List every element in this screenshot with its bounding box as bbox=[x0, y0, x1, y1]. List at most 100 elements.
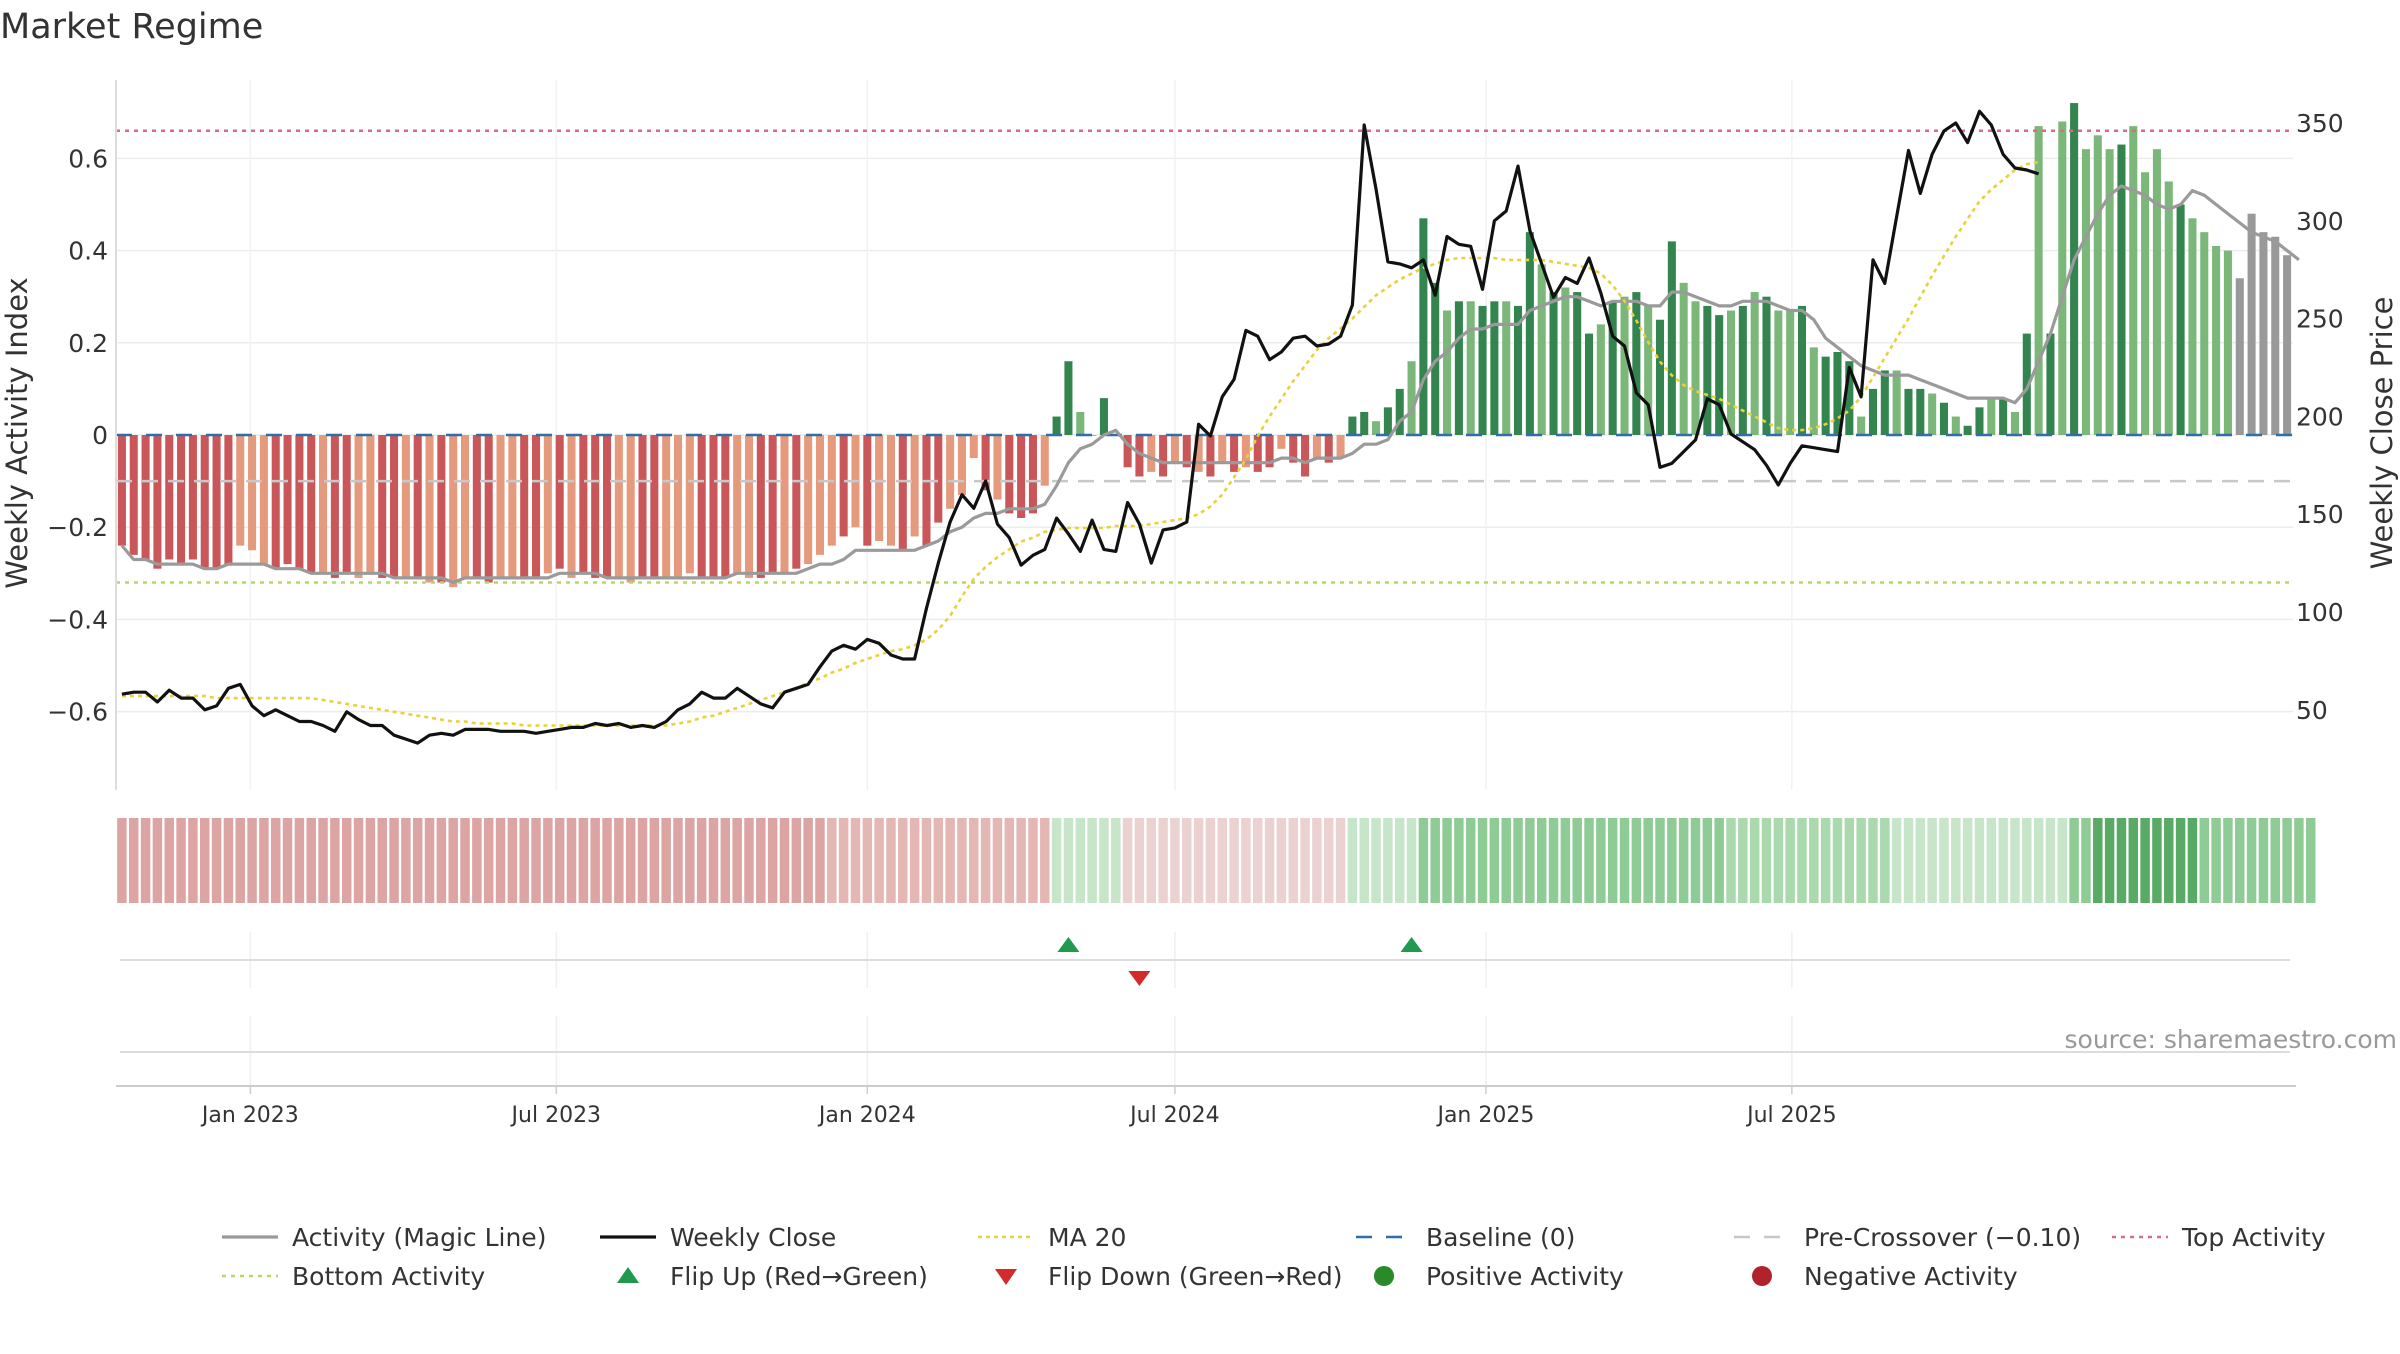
regime-strip-cell bbox=[1146, 818, 1156, 903]
regime-strip-cell bbox=[886, 818, 896, 903]
activity-bar bbox=[1809, 347, 1818, 435]
right-tick-label: 200 bbox=[2296, 402, 2344, 431]
regime-strip-cell bbox=[1939, 818, 1949, 903]
regime-strip-cell bbox=[1832, 818, 1843, 903]
activity-bar bbox=[1975, 407, 1984, 435]
regime-strip-cell bbox=[2033, 818, 2044, 903]
left-tick-label: −0.4 bbox=[47, 605, 108, 634]
activity-bar bbox=[1123, 435, 1132, 468]
legend: Activity (Magic Line) Weekly Close MA 20 Ba… bbox=[222, 1223, 2326, 1291]
regime-strip-cell bbox=[2128, 818, 2139, 903]
activity-bar bbox=[804, 435, 813, 565]
regime-strip-cell bbox=[495, 818, 506, 903]
regime-strip-cell bbox=[732, 818, 742, 903]
regime-strip-cell bbox=[1513, 818, 1523, 903]
regime-strip-cell bbox=[1016, 818, 1026, 903]
activity-bar bbox=[1040, 435, 1049, 486]
activity-bar bbox=[1088, 435, 1097, 436]
regime-strip-cell bbox=[282, 818, 293, 903]
activity-bar bbox=[2010, 411, 2019, 435]
regime-strip-cell bbox=[424, 818, 435, 903]
activity-bar bbox=[1407, 361, 1416, 435]
activity-bar bbox=[1762, 296, 1771, 435]
regime-strip-cell bbox=[1927, 818, 1937, 903]
regime-strip-cell bbox=[1809, 818, 1819, 903]
legend-item: Weekly Close bbox=[600, 1223, 836, 1252]
activity-bar bbox=[1892, 370, 1901, 435]
legend-label: MA 20 bbox=[1048, 1223, 1126, 1252]
x-tick-label: Jan 2025 bbox=[1435, 1103, 1534, 1128]
regime-strip-cell bbox=[2045, 818, 2056, 903]
legend-item: Negative Activity bbox=[1752, 1262, 2018, 1291]
activity-bars bbox=[117, 103, 2292, 588]
regime-strip-cell bbox=[401, 818, 411, 903]
activity-bar bbox=[1987, 398, 1996, 435]
regime-strip-cell bbox=[2164, 818, 2174, 903]
regime-strip-cell bbox=[874, 818, 884, 903]
lower-panels: Jan 2023 Jul 2023 Jan 2024 Jul 2024 Jan 2025… bbox=[116, 932, 2296, 1128]
regime-strip-cell bbox=[1501, 818, 1511, 903]
activity-bar bbox=[2034, 126, 2043, 435]
regime-strip-cell bbox=[602, 818, 612, 903]
regime-strip-cell bbox=[2246, 818, 2257, 903]
regime-strip-cell bbox=[472, 818, 482, 903]
activity-bar bbox=[1845, 361, 1854, 435]
activity-bar bbox=[496, 435, 505, 578]
activity-bar bbox=[1608, 301, 1617, 435]
regime-strip-cell bbox=[838, 818, 849, 903]
regime-strip-cell bbox=[1986, 818, 1997, 903]
activity-bar bbox=[709, 435, 718, 578]
right-tick-label: 250 bbox=[2296, 305, 2344, 334]
activity-bar bbox=[1277, 435, 1286, 449]
regime-strip-cell bbox=[1785, 818, 1795, 903]
regime-strip-cell bbox=[2093, 818, 2103, 903]
regime-strip-cell bbox=[898, 818, 908, 903]
regime-strip-cell bbox=[306, 818, 316, 903]
activity-bar bbox=[1395, 388, 1404, 435]
regime-strip-cell bbox=[1690, 818, 1701, 903]
activity-bar bbox=[165, 435, 174, 560]
regime-strip-cell bbox=[1880, 818, 1890, 903]
activity-bar bbox=[520, 435, 529, 578]
activity-bar bbox=[2022, 333, 2031, 435]
legend-item: Baseline (0) bbox=[1356, 1223, 1575, 1252]
activity-bar bbox=[2093, 135, 2102, 435]
activity-bar bbox=[1963, 425, 1972, 435]
left-tick-label: 0.4 bbox=[68, 237, 108, 266]
regime-strip-cell bbox=[673, 818, 683, 903]
activity-bar bbox=[1052, 416, 1061, 435]
activity-bar bbox=[117, 435, 126, 546]
activity-bar bbox=[2105, 149, 2114, 435]
activity-bar bbox=[1218, 435, 1227, 463]
legend-item: MA 20 bbox=[978, 1223, 1126, 1252]
activity-bar bbox=[390, 435, 399, 578]
axes: −0.6 −0.4 −0.2 0 0.2 0.4 0.6 50 100 150 200 250 300 3… bbox=[47, 80, 2344, 790]
activity-bar bbox=[673, 435, 683, 578]
activity-bar bbox=[934, 435, 943, 523]
activity-bar bbox=[1620, 296, 1629, 435]
activity-bar bbox=[2070, 103, 2079, 436]
regime-strip-cell bbox=[614, 818, 624, 903]
regime-strip-cell bbox=[708, 818, 719, 903]
regime-strip-cell bbox=[412, 818, 423, 903]
left-axis-label: Weekly Activity Index bbox=[0, 277, 34, 588]
activity-bar bbox=[330, 435, 339, 578]
activity-bar bbox=[1857, 416, 1866, 435]
regime-strip-cell bbox=[2022, 818, 2032, 903]
activity-bar bbox=[768, 435, 777, 574]
activity-bar bbox=[957, 435, 966, 495]
regime-strip-cell bbox=[1170, 818, 1180, 903]
regime-strip-cell bbox=[117, 818, 127, 903]
activity-bar bbox=[1478, 305, 1487, 435]
regime-strip-cell bbox=[1229, 818, 1239, 903]
activity-bar bbox=[1644, 305, 1653, 435]
activity-bar bbox=[1655, 319, 1665, 435]
regime-strip-cell bbox=[436, 818, 447, 903]
activity-bar bbox=[2188, 218, 2197, 435]
activity-bar bbox=[1537, 264, 1546, 435]
regime-strip-cell bbox=[566, 818, 577, 903]
regime-strip-cell bbox=[1738, 818, 1748, 903]
activity-bar bbox=[212, 435, 221, 569]
regime-strip-cell bbox=[259, 818, 269, 903]
regime-strip-cell bbox=[1631, 818, 1642, 903]
